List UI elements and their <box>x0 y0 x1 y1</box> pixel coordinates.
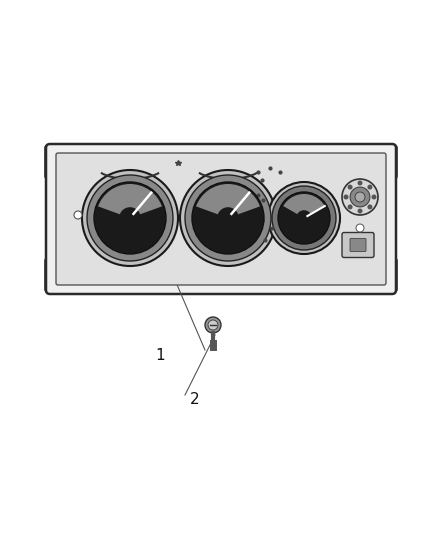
Circle shape <box>342 179 378 215</box>
Circle shape <box>119 207 141 229</box>
Circle shape <box>74 211 82 219</box>
Circle shape <box>272 186 336 250</box>
Circle shape <box>348 184 353 190</box>
Circle shape <box>357 208 363 214</box>
FancyBboxPatch shape <box>342 232 374 257</box>
Circle shape <box>357 181 363 185</box>
Circle shape <box>343 195 349 199</box>
Circle shape <box>367 184 372 190</box>
Circle shape <box>268 182 340 254</box>
Circle shape <box>355 192 365 202</box>
FancyBboxPatch shape <box>351 258 397 292</box>
Wedge shape <box>196 184 260 218</box>
FancyBboxPatch shape <box>45 145 91 179</box>
Circle shape <box>350 187 370 207</box>
Circle shape <box>367 155 381 169</box>
FancyBboxPatch shape <box>46 144 396 294</box>
Circle shape <box>205 317 221 333</box>
Circle shape <box>296 210 312 226</box>
Circle shape <box>367 204 372 209</box>
Text: 1: 1 <box>155 348 165 362</box>
Circle shape <box>94 182 166 254</box>
Circle shape <box>185 175 271 261</box>
Circle shape <box>61 268 75 282</box>
FancyBboxPatch shape <box>350 238 366 252</box>
Circle shape <box>61 155 75 169</box>
Circle shape <box>180 170 276 266</box>
Wedge shape <box>283 194 325 218</box>
Circle shape <box>356 224 364 232</box>
Circle shape <box>348 204 353 209</box>
FancyBboxPatch shape <box>351 145 397 179</box>
FancyBboxPatch shape <box>45 258 91 292</box>
Circle shape <box>278 192 330 244</box>
Wedge shape <box>98 184 162 218</box>
Circle shape <box>87 175 173 261</box>
Circle shape <box>217 207 239 229</box>
Text: 2: 2 <box>190 392 200 408</box>
Circle shape <box>208 320 218 330</box>
Circle shape <box>367 268 381 282</box>
FancyBboxPatch shape <box>56 153 386 285</box>
Circle shape <box>192 182 264 254</box>
Circle shape <box>82 170 178 266</box>
Circle shape <box>371 195 377 199</box>
